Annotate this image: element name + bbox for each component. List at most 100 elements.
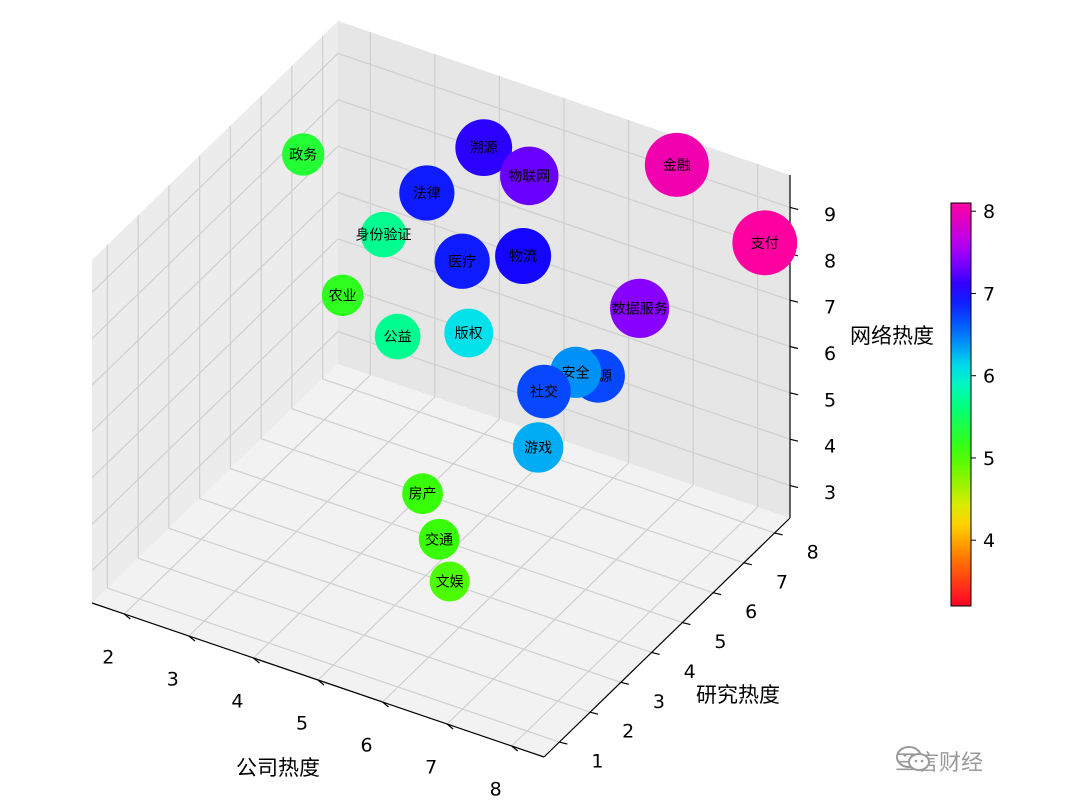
grid-line xyxy=(91,53,339,293)
data-point-label: 游戏 xyxy=(524,440,552,456)
data-point-label: 溯源 xyxy=(470,141,498,157)
y-tick-label: 1 xyxy=(591,751,603,773)
data-point-label: 公益 xyxy=(384,330,412,346)
colorbar-tick-label: 8 xyxy=(983,201,995,223)
z-tick-label: 7 xyxy=(824,297,836,319)
grid-line xyxy=(260,438,714,594)
x-tick-label: 3 xyxy=(167,669,179,691)
x-tick-label: 8 xyxy=(490,779,502,801)
colorbar-tick-label: 4 xyxy=(983,530,995,552)
x-axis-label: 公司热度 xyxy=(236,756,320,780)
data-point-label: 社交 xyxy=(530,384,558,401)
y-tick-mark xyxy=(589,711,599,715)
grid-line xyxy=(91,284,339,525)
data-point xyxy=(500,146,559,206)
z-tick-label: 8 xyxy=(824,250,836,272)
data-point xyxy=(610,278,670,339)
z-tick-label: 5 xyxy=(824,389,836,411)
data-point xyxy=(399,165,455,221)
y-tick-label: 4 xyxy=(684,661,696,683)
data-point xyxy=(434,233,490,289)
data-point xyxy=(374,313,421,360)
x-tick-mark xyxy=(446,723,454,730)
data-point-label: 金融 xyxy=(663,158,691,174)
data-point-label: 物联网 xyxy=(508,169,550,185)
grid-line xyxy=(107,587,560,743)
y-axis-line xyxy=(543,517,791,758)
x-tick-mark xyxy=(123,613,131,620)
z-tick-mark xyxy=(789,438,799,442)
z-axis-label: 网络热度 xyxy=(850,324,934,348)
x-tick-label: 5 xyxy=(296,713,308,735)
colorbar-gradient xyxy=(950,202,972,607)
data-point-label: 物流 xyxy=(509,249,537,265)
grid-line xyxy=(511,506,759,747)
grid-line xyxy=(137,557,591,713)
data-point xyxy=(444,308,494,358)
grid-line xyxy=(91,145,339,386)
data-point xyxy=(517,364,571,419)
colorbar-tick-label: 5 xyxy=(983,448,995,470)
grid-line xyxy=(317,440,565,681)
x-tick-label: 6 xyxy=(361,735,373,757)
y-tick-label: 5 xyxy=(714,631,726,653)
data-point xyxy=(282,133,325,176)
grid-line xyxy=(91,192,339,432)
x-tick-label: 7 xyxy=(425,757,437,779)
colorbar: 4 5 6 7 8 xyxy=(950,201,995,607)
y-tick-mark xyxy=(743,562,753,566)
grid-line xyxy=(188,396,436,637)
z-tick-label: 4 xyxy=(824,436,836,458)
y-tick-mark xyxy=(651,651,660,656)
data-point xyxy=(360,211,407,258)
grid-line xyxy=(337,191,791,348)
y-tick-mark xyxy=(682,621,691,626)
data-point xyxy=(402,473,443,515)
y-tick-mark xyxy=(774,532,783,536)
data-point-label: 文娱 xyxy=(436,575,464,591)
y-tick-mark xyxy=(620,681,630,685)
z-tick-mark xyxy=(789,206,799,211)
grid-line xyxy=(337,99,791,255)
grid-line xyxy=(337,52,791,209)
grid-line xyxy=(123,374,371,615)
data-point-label: 身份验证 xyxy=(356,228,412,244)
data-point xyxy=(495,228,552,285)
y-tick-label: 3 xyxy=(653,691,665,713)
y-axis-label: 研究热度 xyxy=(696,683,780,707)
watermark: 三言财经 xyxy=(895,745,983,777)
data-points: 金融身份验证溯源支付政务物联网物流农业数据服务公益医疗版权法律能源安全社交游戏房… xyxy=(282,119,798,602)
x-tick-mark xyxy=(317,679,325,686)
data-point-label: 医疗 xyxy=(448,254,476,270)
colorbar-tick-label: 7 xyxy=(983,283,995,305)
data-point-label: 政务 xyxy=(289,147,317,163)
data-point-label: 版权 xyxy=(455,326,483,342)
y-tick-mark xyxy=(559,741,568,745)
data-point xyxy=(429,561,470,602)
y-tick-mark xyxy=(712,592,722,596)
z-tick-mark xyxy=(789,484,799,489)
grid-line xyxy=(382,462,629,703)
y-tick-label: 6 xyxy=(745,601,757,623)
x-tick-label: 2 xyxy=(102,647,114,669)
data-point xyxy=(321,274,364,317)
data-point xyxy=(418,518,460,560)
data-point-label: 交通 xyxy=(425,531,453,548)
x-tick-mark xyxy=(511,745,519,752)
grid-line xyxy=(199,497,652,654)
grid-line xyxy=(253,418,500,659)
grid-line xyxy=(291,408,745,564)
grid-line xyxy=(446,484,694,725)
x-tick-mark xyxy=(382,701,389,708)
z-tick-mark xyxy=(789,299,799,303)
data-point-label: 法律 xyxy=(413,186,441,202)
grid-line xyxy=(168,527,622,683)
x-tick-mark xyxy=(188,635,196,642)
x-tick-mark xyxy=(253,657,260,664)
x-tick-label: 4 xyxy=(231,691,243,713)
data-point-label: 数据服务 xyxy=(612,301,668,317)
y-tick-label: 7 xyxy=(776,571,788,593)
